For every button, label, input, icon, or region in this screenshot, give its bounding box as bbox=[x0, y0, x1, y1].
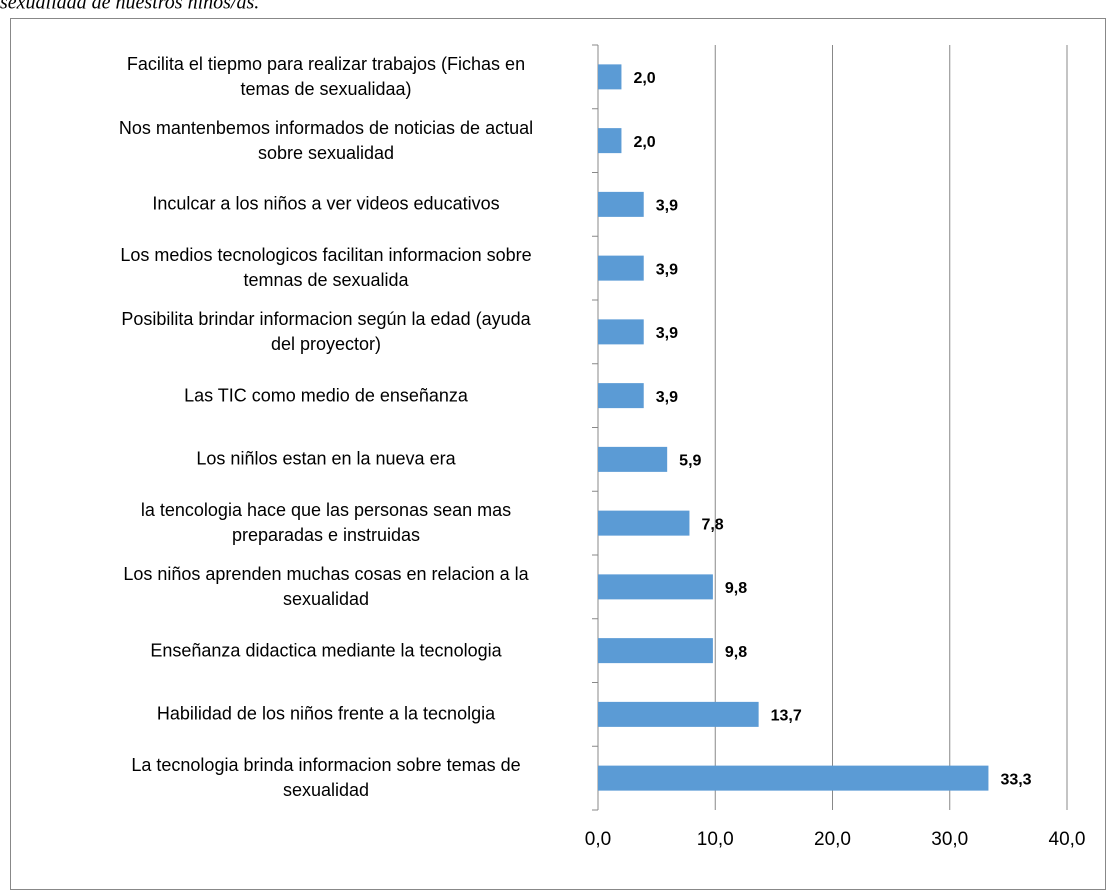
category-label: Los niñlos estan en la nueva era bbox=[196, 448, 456, 469]
value-label: 2,0 bbox=[633, 134, 655, 151]
x-tick-label: 10,0 bbox=[697, 829, 734, 850]
x-tick-label: 40,0 bbox=[1049, 829, 1086, 850]
value-label: 3,9 bbox=[656, 389, 678, 406]
x-tick-label: 0,0 bbox=[585, 829, 611, 850]
bar bbox=[598, 255, 644, 281]
bar bbox=[598, 574, 713, 600]
bar bbox=[598, 191, 644, 217]
x-tick-label: 20,0 bbox=[814, 829, 851, 850]
value-label: 3,9 bbox=[656, 325, 678, 342]
bar bbox=[598, 701, 759, 727]
value-label: 3,9 bbox=[656, 198, 678, 215]
category-label: Nos mantenbemos informados de noticias d… bbox=[118, 117, 534, 163]
category-label: La tecnologia brinda informacion sobre t… bbox=[131, 755, 521, 801]
value-label: 7,8 bbox=[701, 516, 723, 533]
chart-border bbox=[10, 18, 1106, 890]
category-label: Las TIC como medio de enseñanza bbox=[184, 385, 468, 406]
category-label: Los medios tecnologicos facilitan inform… bbox=[120, 245, 532, 291]
category-label: Posibilita brindar informacion según la … bbox=[121, 308, 531, 354]
bar bbox=[598, 765, 989, 791]
caption: sexualidad de nuestros niños/as. bbox=[0, 0, 259, 14]
value-label: 9,8 bbox=[725, 580, 747, 597]
category-label: Habilidad de los niños frente a la tecno… bbox=[156, 703, 496, 724]
bar bbox=[598, 510, 690, 536]
x-tick-label: 30,0 bbox=[931, 829, 968, 850]
category-label: Facilita el tiepmo para realizar trabajo… bbox=[126, 53, 526, 99]
category-label: la tencologia hace que las personas sean… bbox=[140, 500, 512, 546]
category-label: Enseñanza didactica mediante la tecnolog… bbox=[150, 640, 502, 661]
value-label: 5,9 bbox=[679, 453, 701, 470]
bar bbox=[598, 64, 622, 90]
category-label: Los niños aprenden muchas cosas en relac… bbox=[123, 563, 529, 609]
value-label: 9,8 bbox=[725, 644, 747, 661]
bar bbox=[598, 383, 644, 409]
bar bbox=[598, 319, 644, 345]
value-label: 3,9 bbox=[656, 261, 678, 278]
bar bbox=[598, 128, 622, 154]
value-label: 33,3 bbox=[1000, 771, 1031, 788]
value-label: 13,7 bbox=[771, 708, 802, 725]
bar bbox=[598, 446, 668, 472]
value-label: 2,0 bbox=[633, 70, 655, 87]
bar bbox=[598, 638, 713, 664]
category-label: Inculcar a los niños a ver videos educat… bbox=[152, 193, 500, 214]
